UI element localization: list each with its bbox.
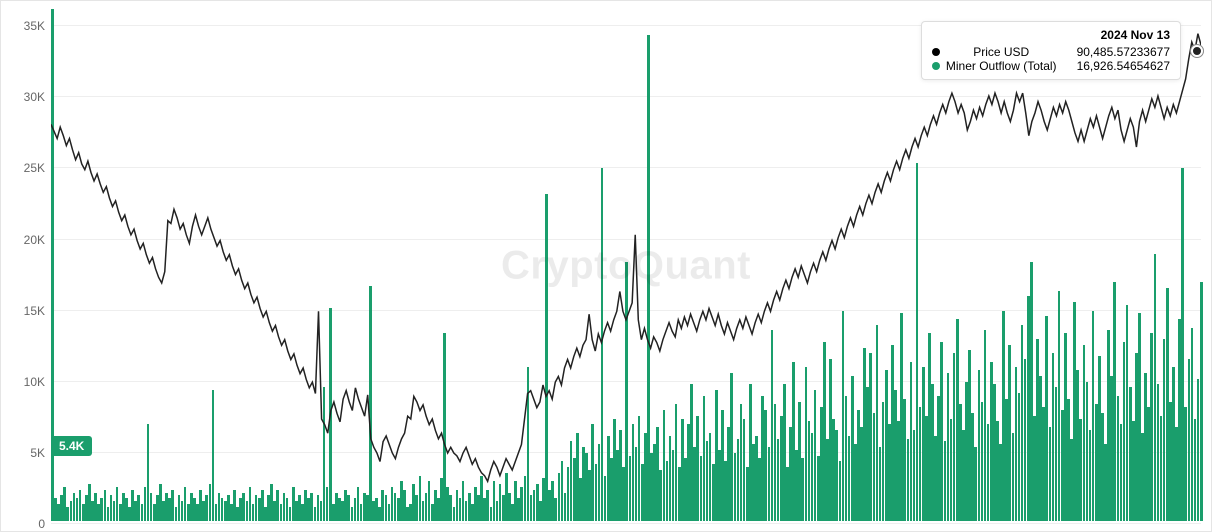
hover-dot (1191, 45, 1203, 57)
bar (601, 168, 604, 521)
tooltip-row: Miner Outflow (Total) 16,926.54654627 (932, 59, 1170, 73)
chart-container: 05K10K15K20K25K30K35K CryptoQuant 5.4K 2… (0, 0, 1212, 532)
y-axis-label: 35K (24, 19, 51, 33)
y-axis-label: 15K (24, 304, 51, 318)
tooltip: 2024 Nov 13 Price USD90,485.57233677Mine… (921, 21, 1181, 80)
tooltip-value: 90,485.57233677 (1077, 45, 1170, 59)
bar (647, 35, 650, 521)
axis-marker-badge: 5.4K (51, 436, 92, 456)
tooltip-rows: Price USD90,485.57233677Miner Outflow (T… (932, 45, 1170, 73)
y-axis-label: 20K (24, 233, 51, 247)
bar (369, 286, 372, 521)
gridline: 30K (51, 96, 1201, 97)
tooltip-swatch (932, 48, 940, 56)
y-axis-label: 0 (38, 517, 51, 531)
tooltip-swatch (932, 62, 940, 70)
bar (329, 308, 332, 521)
y-axis-label: 5K (30, 446, 51, 460)
y-axis-label: 10K (24, 375, 51, 389)
gridline: 25K (51, 167, 1201, 168)
gridline: 20K (51, 239, 1201, 240)
plot-area[interactable]: 05K10K15K20K25K30K35K CryptoQuant 5.4K 2… (51, 11, 1201, 521)
bar (212, 390, 215, 521)
bar (545, 194, 548, 521)
bar (1200, 282, 1203, 521)
gridline: 0 (51, 523, 1201, 524)
y-axis-label: 30K (24, 90, 51, 104)
tooltip-label: Price USD (973, 45, 1029, 59)
tooltip-label: Miner Outflow (Total) (946, 59, 1057, 73)
y-axis-label: 25K (24, 161, 51, 175)
tooltip-date: 2024 Nov 13 (932, 28, 1170, 42)
tooltip-value: 16,926.54654627 (1077, 59, 1170, 73)
tooltip-row: Price USD 90,485.57233677 (932, 45, 1170, 59)
